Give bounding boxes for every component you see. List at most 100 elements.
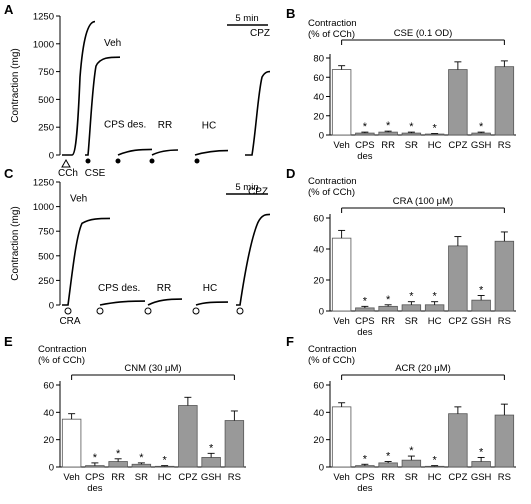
panel-d-xtick-label-sr: SR	[405, 316, 418, 327]
panel-c-trace-rr	[147, 298, 183, 306]
panel-b-bar-cpz	[448, 69, 468, 136]
panel-f-xtick-label-veh: Veh	[333, 472, 349, 483]
panel-d-ytick-label-20: 20	[313, 276, 324, 287]
panel-e-star-gsh: *	[209, 442, 214, 454]
panel-e-bar-rs	[224, 420, 245, 468]
panel-b-bar-sr	[401, 132, 422, 136]
panel-c-trace-label-cps-des: CPS des.	[98, 283, 140, 294]
panel-b-bar-rs	[494, 66, 515, 136]
panel-f-bar-rr	[378, 462, 398, 468]
panel-a-trace-label-veh: Veh	[104, 38, 121, 49]
panel-e-star-sr: *	[139, 452, 144, 464]
panel-c-ytick-label-1250: 1250	[33, 178, 54, 189]
panel-f-xtick-label-cpz: CPZ	[448, 472, 467, 483]
panel-f-star-gsh: *	[479, 446, 484, 458]
panel-d-ytick-label-40: 40	[313, 245, 324, 256]
panel-f-star-hc: *	[432, 455, 437, 467]
panel-f-bar-cpz	[448, 413, 468, 468]
panel-a-marker-dot-0	[85, 158, 91, 164]
panel-d-xtick-label-cps-des: CPS	[355, 316, 375, 327]
panel-c-ytick-label-500: 500	[38, 251, 54, 262]
panel-f-xtick-label-hc: HC	[428, 472, 442, 483]
panel-c-marker-circle-2	[144, 307, 152, 315]
panel-d-bracket-label: CRA (100 μM)	[393, 196, 453, 207]
panel-b-bracket-label: CSE (0.1 OD)	[394, 28, 453, 39]
panel-b-bar-rr	[378, 131, 398, 136]
panel-f-bar-sr	[401, 459, 422, 468]
panel-b-bar-cps-des	[355, 132, 375, 136]
panel-c-ylabel: Contraction (mg)	[10, 206, 21, 280]
panel-e-bar-veh	[61, 418, 82, 468]
panel-a-trace-label-hc: HC	[202, 121, 216, 132]
panel-e-xtick-label-hc: HC	[158, 472, 172, 483]
panel-d-xtick-label-veh: Veh	[333, 316, 349, 327]
panel-d-xtick-label-cps-des-line2: des	[357, 327, 373, 338]
panel-a-baseline-label-cch: CCh	[58, 168, 78, 179]
panel-a-ytick-label-0: 0	[49, 151, 54, 162]
panel-a-trace-rr	[151, 149, 179, 156]
panel-d-xtick-label-cpz: CPZ	[448, 316, 467, 327]
panel-d-star-hc: *	[432, 291, 437, 303]
panel-d-bar-cpz	[448, 245, 468, 312]
panel-a-ytick-label-750: 750	[38, 67, 54, 78]
panel-f-star-sr: *	[409, 445, 414, 457]
panel-c-ytick-label-0: 0	[49, 301, 54, 312]
panel-f-xtick-label-cps-des: CPS	[355, 472, 375, 483]
panel-b-star-gsh: *	[479, 121, 484, 133]
panel-d-bar-hc	[424, 304, 445, 312]
panel-e-xtick-label-cpz: CPZ	[178, 472, 197, 483]
panel-d-ytick-label-0: 0	[319, 307, 324, 318]
panel-e-xtick-label-cps-des: CPS	[85, 472, 105, 483]
panel-e-bar-rr	[108, 461, 128, 468]
panel-f-ylabel-line2: (% of CCh)	[308, 355, 355, 366]
panel-a-trace-cpz	[245, 70, 271, 156]
panel-letter-d: D	[286, 166, 296, 181]
panel-e-xtick-label-veh: Veh	[63, 472, 79, 483]
panel-letter-c: C	[4, 166, 14, 181]
panel-f-ytick-label-20: 20	[313, 435, 324, 446]
panel-a-trace-label-rr: RR	[158, 120, 172, 131]
panel-e-bar-sr	[131, 463, 152, 468]
panel-d-bar-rs	[494, 240, 515, 312]
panel-e-xtick-label-cps-des-line2: des	[87, 483, 103, 494]
panel-f-ytick-label-60: 60	[313, 381, 324, 392]
panel-e-star-cps-des: *	[93, 452, 98, 464]
panel-b-xtick-label-cpz: CPZ	[448, 140, 467, 151]
panel-b-star-sr: *	[409, 121, 414, 133]
panel-a-ytick-label-1250: 1250	[33, 12, 54, 23]
panel-letter-f: F	[286, 334, 294, 349]
panel-c-trace-cps-des	[99, 300, 146, 306]
panel-c-marker-circle-0	[64, 307, 72, 315]
panel-e-ytick-label-60: 60	[43, 381, 54, 392]
panel-f-bar-veh	[331, 406, 352, 468]
panel-b-ylabel-line2: (% of CCh)	[308, 29, 355, 40]
panel-e-star-hc: *	[162, 455, 167, 467]
panel-e-bar-gsh	[201, 457, 221, 468]
panel-f-xtick-label-sr: SR	[405, 472, 418, 483]
panel-f-xtick-label-rs: RS	[498, 472, 511, 483]
panel-a-trace-hc	[194, 149, 229, 156]
panel-c-trace-label-rr: RR	[157, 283, 171, 294]
panel-c-trace-veh	[62, 217, 111, 306]
panel-letter-a: A	[4, 2, 14, 17]
panel-b-ytick-label-20: 20	[313, 111, 324, 122]
panel-e-ytick-label-20: 20	[43, 435, 54, 446]
panel-d-ylabel-line1: Contraction	[308, 176, 357, 187]
panel-e-ylabel-line2: (% of CCh)	[38, 355, 85, 366]
panel-f-bar-gsh	[471, 461, 491, 468]
panel-c-scale-bar-label: 5 min	[235, 182, 258, 193]
panel-b-bar-veh	[331, 69, 352, 136]
panel-c-marker-circle-1	[96, 307, 104, 315]
panel-b-xtick-label-cps-des: CPS	[355, 140, 375, 151]
panel-f-xtick-label-gsh: GSH	[471, 472, 492, 483]
panel-d-ytick-label-60: 60	[313, 214, 324, 225]
panel-c-ytick-label-1000: 1000	[33, 202, 54, 213]
panel-f-bar-cps-des	[355, 465, 375, 468]
panel-d-bar-cps-des	[355, 307, 375, 312]
panel-c-trace-label-cpz: CPZ	[248, 187, 268, 198]
panel-b-ytick-label-40: 40	[313, 92, 324, 103]
panel-e-xtick-label-gsh: GSH	[201, 472, 222, 483]
panel-a-trace-label-cps-des: CPS des.	[104, 119, 146, 130]
panel-e-bar-cps-des	[85, 465, 105, 468]
